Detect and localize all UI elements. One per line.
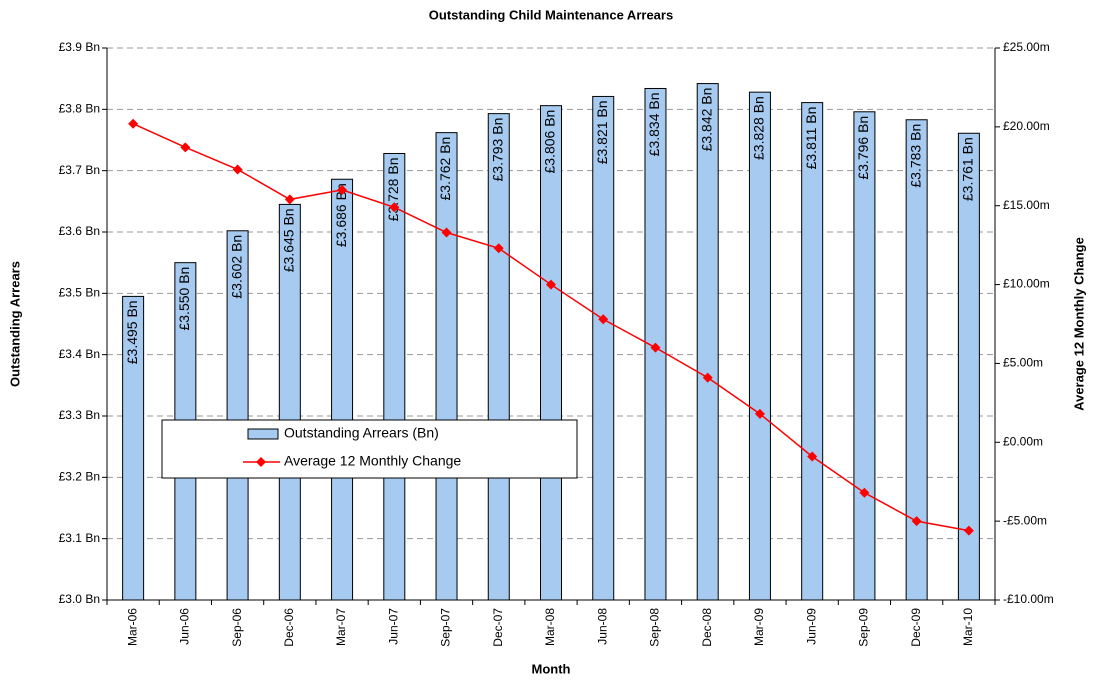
x-tick-label: Dec-08 <box>700 608 714 647</box>
line-marker <box>128 118 139 129</box>
value-label: £3.796 Bn <box>855 116 871 180</box>
x-tick-label: Mar-07 <box>334 608 348 646</box>
y2-tick-label: £10.00m <box>1003 277 1050 291</box>
value-label: £3.728 Bn <box>385 157 401 221</box>
y-tick-label: £3.6 Bn <box>59 224 100 238</box>
line-marker <box>232 164 243 175</box>
bar <box>487 113 510 601</box>
bar <box>905 119 928 601</box>
y2-tick-label: £0.00m <box>1003 434 1043 448</box>
y-tick-label: £3.8 Bn <box>59 102 100 116</box>
y2-axis-title: Average 12 Monthly Change <box>1071 237 1086 411</box>
y-tick-label: £3.1 Bn <box>59 531 100 545</box>
x-tick-label: Dec-06 <box>282 608 296 647</box>
x-tick-label: Dec-07 <box>491 608 505 647</box>
value-label: £3.602 Bn <box>228 235 244 299</box>
value-label: £3.793 Bn <box>489 118 505 182</box>
bar <box>748 91 771 601</box>
x-tick-label: Dec-09 <box>909 608 923 647</box>
bar <box>801 102 824 601</box>
y2-tick-label: £20.00m <box>1003 119 1050 133</box>
legend: Outstanding Arrears (Bn) Average 12 Month… <box>161 419 578 479</box>
line-marker <box>963 525 974 536</box>
y-tick-label: £3.7 Bn <box>59 163 100 177</box>
y-axis-title: Outstanding Arrears <box>7 261 22 387</box>
y-tick-label: £3.9 Bn <box>59 40 100 54</box>
line-marker <box>650 342 661 353</box>
line-marker <box>702 372 713 383</box>
x-tick-label: Mar-08 <box>543 608 557 646</box>
value-label: £3.806 Bn <box>542 110 558 174</box>
value-label: £3.828 Bn <box>751 96 767 160</box>
x-tick-label: Mar-06 <box>125 608 139 646</box>
y-tick-label: £3.5 Bn <box>59 286 100 300</box>
chart-title: Outstanding Child Maintenance Arrears <box>429 7 673 22</box>
x-tick-label: Sep-09 <box>857 608 871 647</box>
legend-swatch <box>247 428 279 440</box>
y2-tick-label: £5.00m <box>1003 356 1043 370</box>
value-label: £3.495 Bn <box>124 300 140 364</box>
x-tick-label: Jun-07 <box>386 608 400 645</box>
line-marker <box>493 243 504 254</box>
x-tick-label: Jun-08 <box>595 608 609 645</box>
value-label: £3.686 Bn <box>333 183 349 247</box>
y2-tick-label: -£10.00m <box>1003 592 1054 606</box>
y2-tick-label: £25.00m <box>1003 40 1050 54</box>
line-marker <box>754 408 765 419</box>
x-tick-label: Mar-09 <box>752 608 766 646</box>
x-axis-title: Month <box>532 661 571 676</box>
value-label: £3.783 Bn <box>907 124 923 188</box>
bar <box>435 132 458 601</box>
bar <box>540 105 562 601</box>
line-marker <box>180 142 191 153</box>
value-label: £3.761 Bn <box>960 137 976 201</box>
x-tick-label: Jun-09 <box>804 608 818 645</box>
y2-tick-label: -£5.00m <box>1003 513 1047 527</box>
bar <box>696 83 719 601</box>
value-label: £3.811 Bn <box>803 107 819 170</box>
line-marker <box>911 516 922 527</box>
legend-swatch-marker <box>256 457 266 467</box>
line-marker <box>337 184 348 195</box>
x-tick-label: Mar-10 <box>961 608 975 646</box>
line-marker <box>441 227 452 238</box>
x-tick-label: Sep-06 <box>230 608 244 647</box>
y2-tick-label: £15.00m <box>1003 198 1050 212</box>
bar <box>853 111 876 601</box>
x-tick-label: Jun-06 <box>178 608 192 645</box>
value-label: £3.821 Bn <box>594 100 610 164</box>
line-marker <box>859 487 870 498</box>
value-label: £3.834 Bn <box>646 92 662 156</box>
line-marker <box>284 194 295 205</box>
x-tick-label: Sep-07 <box>439 608 453 647</box>
y-tick-label: £3.3 Bn <box>59 408 100 422</box>
value-label: £3.550 Bn <box>176 267 192 331</box>
y-tick-label: £3.4 Bn <box>59 347 100 361</box>
line-marker <box>389 202 400 213</box>
value-label: £3.842 Bn <box>698 88 714 152</box>
value-label: £3.645 Bn <box>281 208 297 272</box>
y-tick-label: £3.0 Bn <box>59 592 100 606</box>
line-marker <box>546 279 556 290</box>
line-marker <box>807 451 818 462</box>
bar <box>592 95 615 601</box>
legend-label: Average 12 Monthly Change <box>284 453 461 469</box>
line-marker <box>598 314 609 325</box>
value-label: £3.762 Bn <box>437 137 453 201</box>
legend-box <box>161 419 578 479</box>
x-tick-label: Sep-08 <box>648 608 662 647</box>
y-tick-label: £3.2 Bn <box>59 470 100 484</box>
legend-label: Outstanding Arrears (Bn) <box>284 425 439 441</box>
